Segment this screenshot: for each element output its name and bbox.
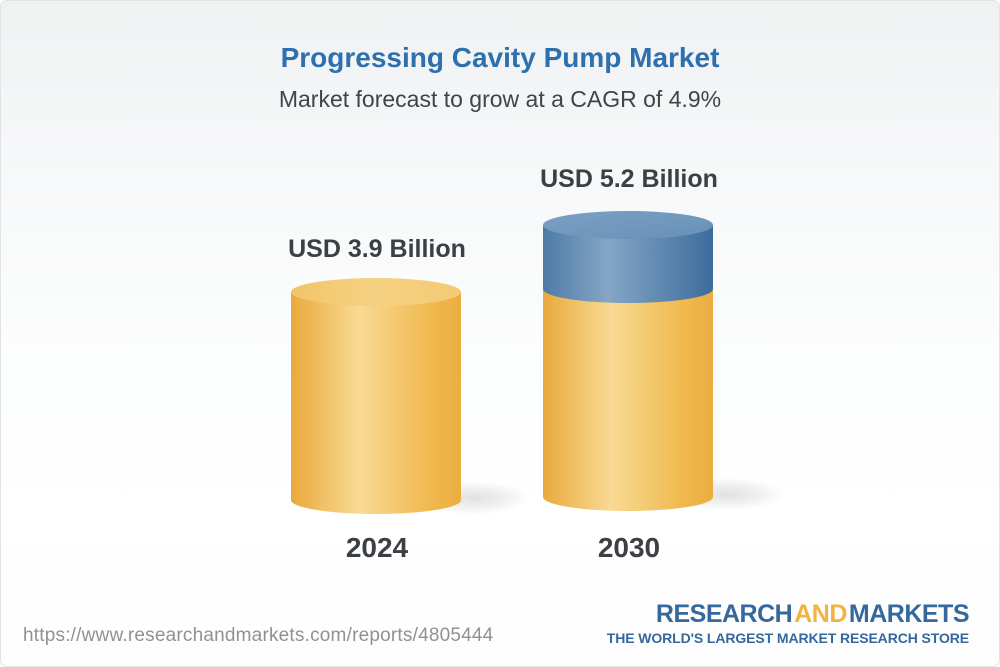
- cylinder-2030-blue-band: [543, 225, 713, 303]
- cylinder-2030-top: [543, 211, 713, 239]
- logo-wordmark: RESEARCHANDMARKETS: [607, 600, 970, 628]
- cylinder-bar-2030: [543, 211, 713, 511]
- value-label-2024: USD 3.9 Billion: [288, 235, 466, 263]
- cylinder-2024-top: [291, 278, 461, 306]
- cylinder-bar-2024: [291, 278, 461, 514]
- logo-word-research: RESEARCH: [655, 600, 793, 628]
- chart-subtitle: Market forecast to grow at a CAGR of 4.9…: [278, 86, 722, 112]
- x-axis-label-2024: 2024: [345, 532, 409, 563]
- report-url: https://www.researchandmarkets.com/repor…: [23, 625, 494, 646]
- cylinder-2024-body: [291, 292, 461, 514]
- x-axis-label-2030: 2030: [597, 532, 661, 563]
- logo-word-and: AND: [794, 600, 847, 628]
- chart-title: Progressing Cavity Pump Market: [280, 42, 720, 73]
- research-and-markets-logo: RESEARCHANDMARKETS THE WORLD'S LARGEST M…: [606, 600, 970, 646]
- logo-word-markets: MARKETS: [848, 600, 970, 628]
- logo-tagline: THE WORLD'S LARGEST MARKET RESEARCH STOR…: [606, 630, 969, 646]
- cylinder-2030-gold-body: [543, 289, 713, 511]
- value-label-2030: USD 5.2 Billion: [540, 165, 718, 193]
